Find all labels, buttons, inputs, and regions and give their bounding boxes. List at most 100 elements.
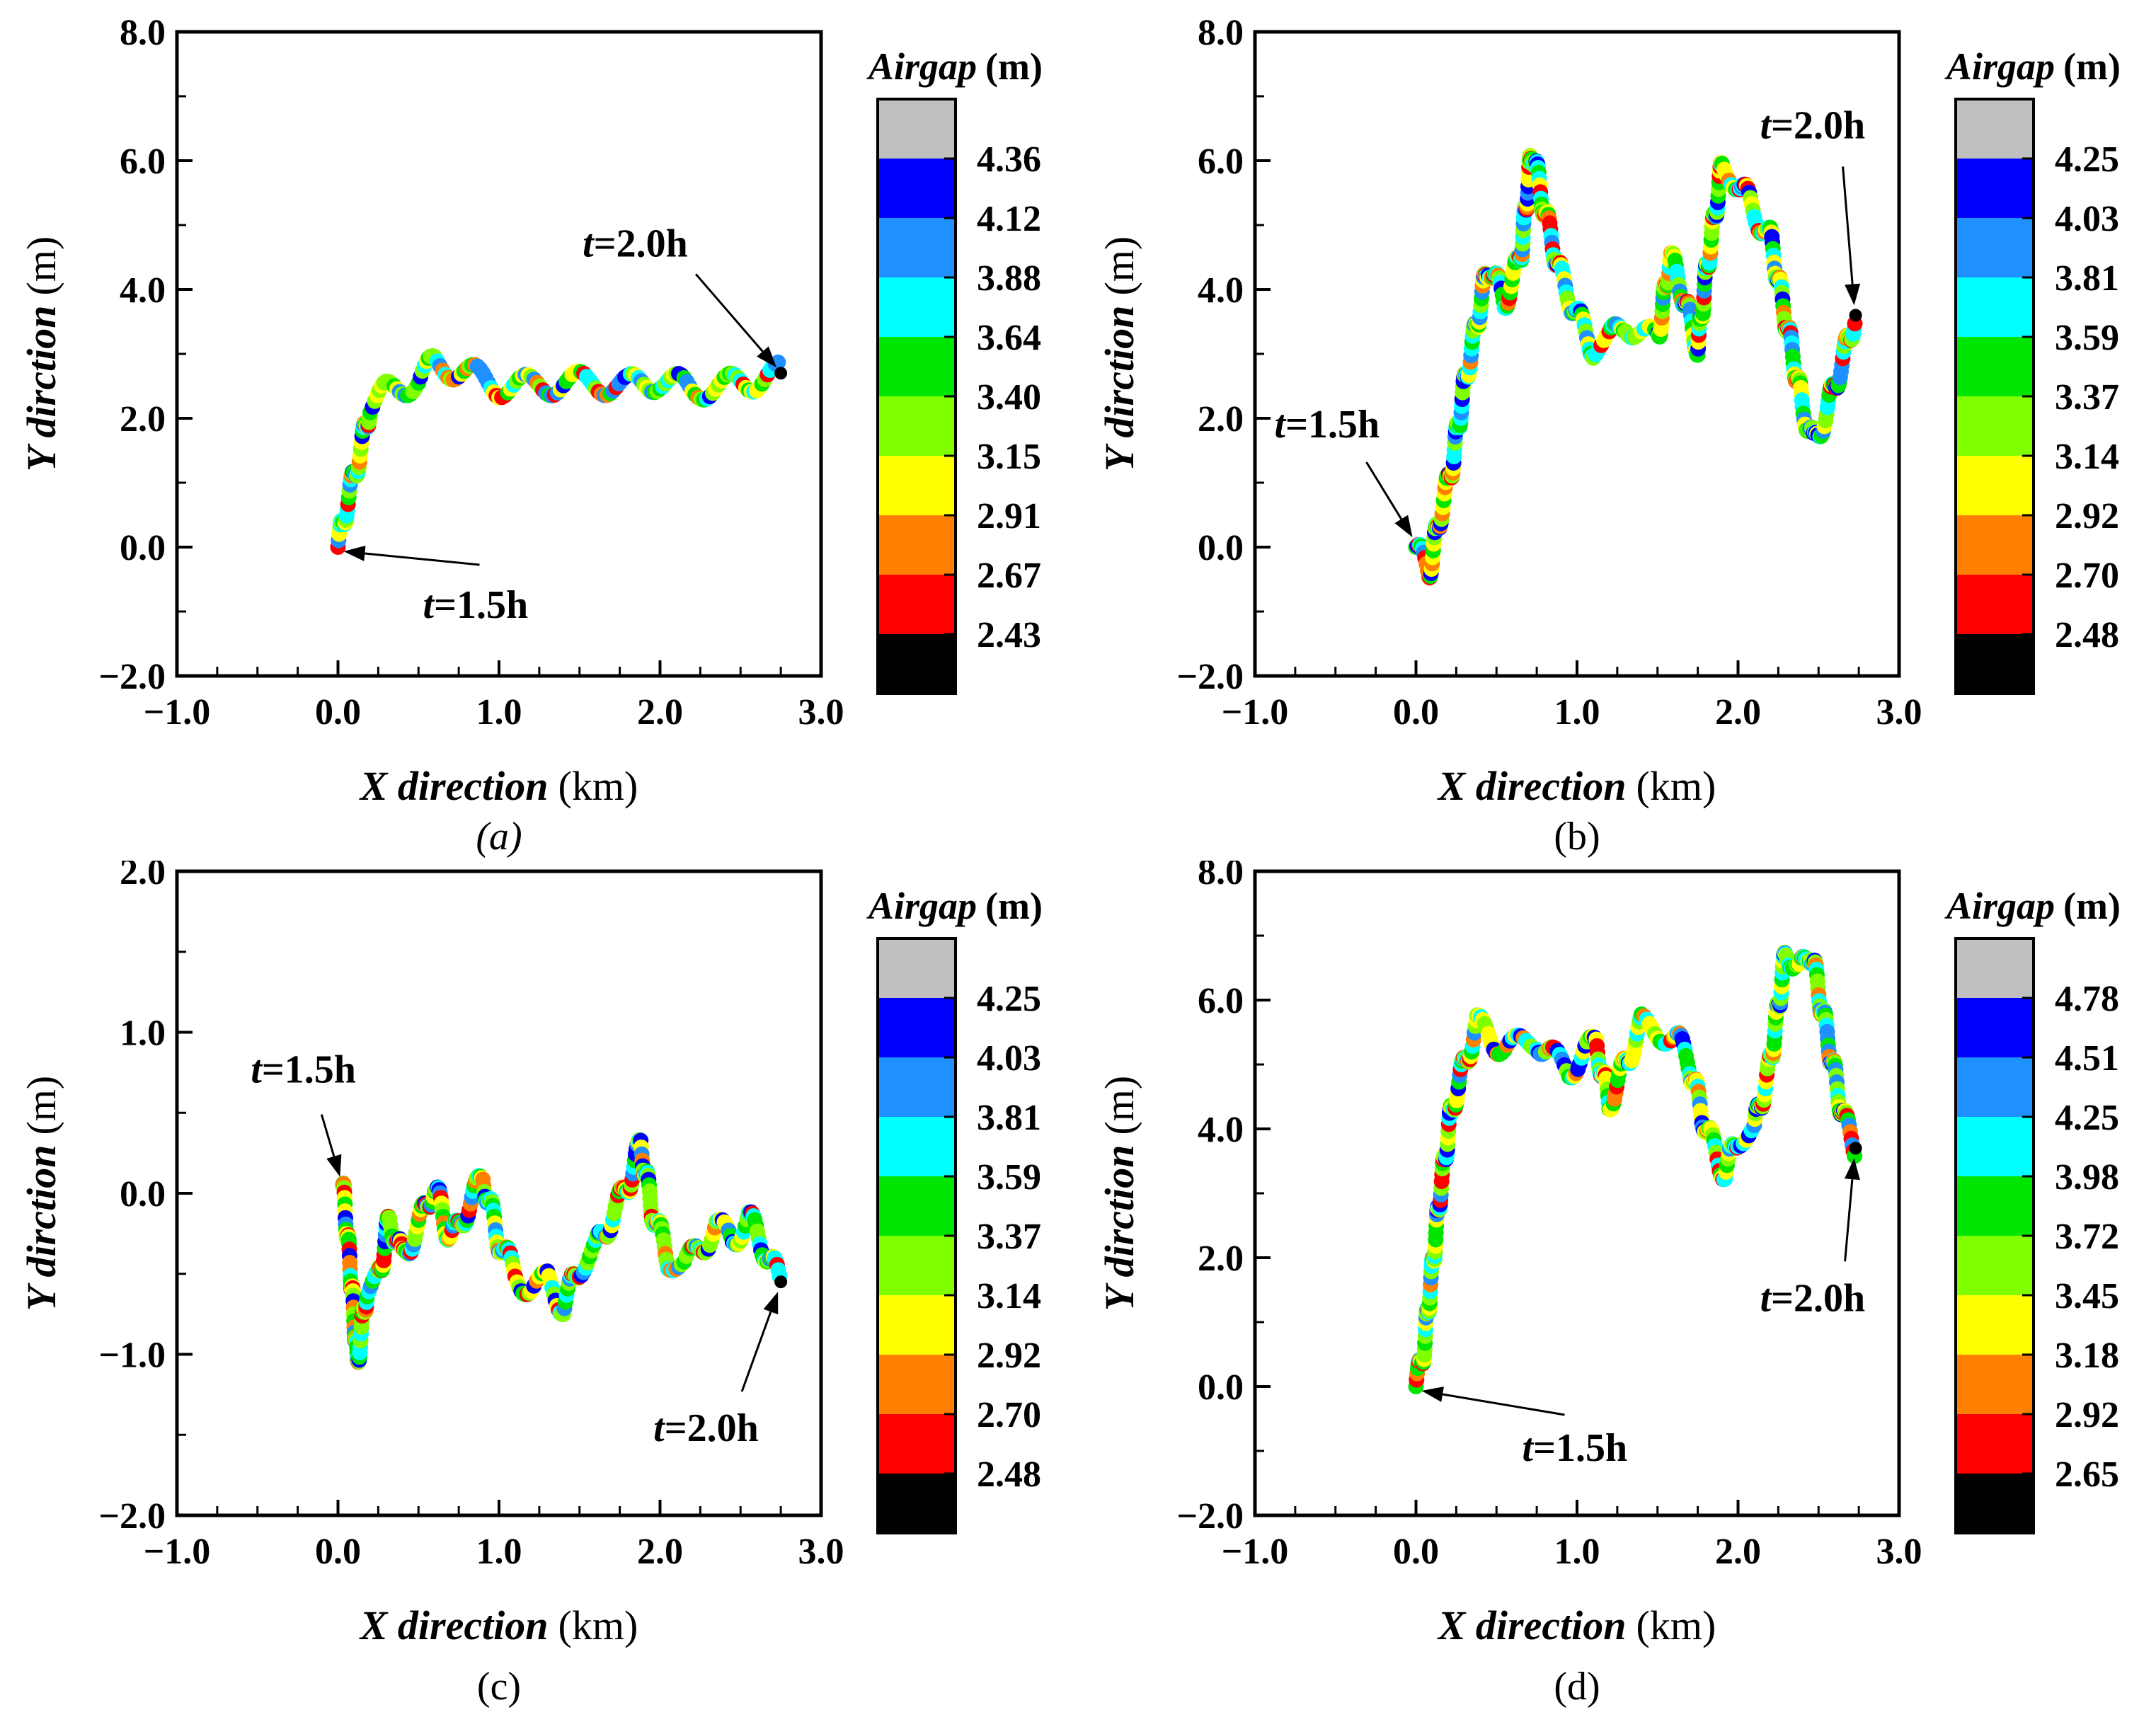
colorbar-tick-label: 3.59: [977, 1157, 1041, 1198]
plot-frame: [1253, 30, 1901, 678]
colorbar-segment: [878, 99, 956, 159]
y-tick-label: 6.0: [120, 142, 166, 182]
end-arrow-head: [763, 1292, 779, 1315]
colorbar-segment: [878, 1295, 956, 1355]
y-tick-label: 8.0: [1198, 13, 1244, 53]
colorbar-tick-label: 2.92: [2055, 496, 2119, 536]
colorbar-segment: [1956, 1117, 2034, 1176]
y-axis-title: Y dirction(m): [18, 236, 64, 471]
colorbar-segment: [1956, 515, 2034, 575]
colorbar-segment: [878, 1057, 956, 1117]
colorbar-tick-label: 4.25: [2055, 139, 2119, 180]
colorbar: 2.65 2.92 3.18 3.45 3.72 3.98 4.25 4.51 4.78 Airg…: [1944, 885, 2121, 1534]
end-point-marker: [1849, 1142, 1862, 1155]
colorbar-tick-label: 3.18: [2055, 1336, 2119, 1376]
end-time-label: t=2.0h: [653, 1406, 759, 1450]
y-tick-label: 2.0: [120, 399, 166, 440]
y-tick-label: 0.0: [1198, 528, 1244, 568]
x-tick-label: 0.0: [315, 1532, 361, 1572]
x-tick-label: 1.0: [1554, 1532, 1600, 1572]
start-arrow-line: [1442, 1393, 1565, 1416]
x-tick-label: −1.0: [1222, 1532, 1289, 1572]
colorbar-title: Airgap (m): [866, 45, 1043, 88]
end-arrow-line: [1842, 166, 1854, 285]
colorbar-segment: [878, 1176, 956, 1236]
colorbar-segment: [1956, 1295, 2034, 1355]
x-tick-label: −1.0: [144, 1532, 211, 1572]
x-axis-title: X direction (km): [359, 763, 638, 809]
y-tick-label: −2.0: [98, 657, 166, 697]
colorbar-segment: [878, 634, 956, 694]
x-tick-label: 1.0: [476, 1532, 522, 1572]
colorbar-tick-label: 3.15: [977, 437, 1041, 477]
colorbar-segment: [1956, 1414, 2034, 1474]
annotations: t=1.5h t=2.0h: [1421, 1158, 1865, 1470]
x-tick-label: 1.0: [1554, 692, 1600, 733]
end-arrow-line: [740, 1311, 772, 1392]
x-tick-label: 0.0: [315, 692, 361, 733]
x-axis-title: X direction (km): [1437, 1602, 1716, 1648]
scatter-points: [1408, 944, 1863, 1394]
end-arrow-line: [694, 273, 764, 352]
colorbar-tick-label: 3.59: [2055, 318, 2119, 358]
colorbar-segment: [878, 575, 956, 634]
colorbar-tick-label: 4.03: [2055, 199, 2119, 239]
colorbar-tick-label: 3.81: [977, 1098, 1041, 1138]
colorbar-segment: [878, 218, 956, 277]
colorbar-segment: [878, 337, 956, 396]
chart-panel-b: −1.0 0.0 1.0 2.0 3.0 −2.0 0.0 2.0 4.0 6.0 8.0 t=1…: [1078, 0, 2156, 861]
y-tick-label: 2.0: [1198, 1239, 1244, 1279]
colorbar-segment: [1956, 337, 2034, 396]
colorbar-segment: [1956, 939, 2034, 998]
colorbar-title: Airgap (m): [866, 885, 1043, 927]
plot-frame: [1253, 869, 1901, 1517]
colorbar-title: Airgap (m): [1944, 45, 2121, 88]
colorbar-tick-label: 4.12: [977, 199, 1041, 239]
y-tick-label: 8.0: [120, 13, 166, 53]
start-time-label: t=1.5h: [1523, 1426, 1628, 1470]
colorbar-tick-label: 4.36: [977, 139, 1041, 180]
colorbar-segment: [1956, 396, 2034, 456]
y-axis-title: Y dirction(m): [1096, 236, 1142, 471]
colorbar-tick-label: 2.70: [977, 1395, 1041, 1435]
colorbar-segment: [1956, 1057, 2034, 1117]
colorbar-segment: [1956, 1176, 2034, 1236]
plot-frame: [175, 869, 823, 1517]
colorbar-tick-label: 3.64: [977, 318, 1041, 358]
x-tick-label: 3.0: [798, 1532, 844, 1572]
annotations: t=1.5h t=2.0h: [251, 1048, 779, 1450]
colorbar-segment: [1956, 634, 2034, 694]
colorbar-tick-label: 4.78: [2055, 979, 2119, 1019]
colorbar-tick-label: 4.51: [2055, 1038, 2119, 1079]
x-tick-label: −1.0: [144, 692, 211, 733]
x-tick-label: 2.0: [1715, 1532, 1761, 1572]
colorbar-segment: [1956, 159, 2034, 218]
end-point-marker: [774, 1275, 788, 1289]
chart-svg-b: −1.0 0.0 1.0 2.0 3.0 −2.0 0.0 2.0 4.0 6.0 8.0 t=1…: [1096, 13, 2121, 859]
colorbar-tick-label: 3.88: [977, 258, 1041, 299]
colorbar-tick-label: 2.48: [2055, 615, 2119, 655]
start-time-label: t=1.5h: [251, 1048, 356, 1092]
colorbar-segment: [878, 1474, 956, 1533]
colorbar-segment: [878, 456, 956, 515]
start-arrow-line: [1365, 461, 1403, 520]
panel-caption: (d): [1554, 1665, 1600, 1709]
colorbar-segment: [1956, 218, 2034, 277]
y-tick-label: −1.0: [98, 1336, 166, 1376]
colorbar-tick-label: 2.48: [977, 1454, 1041, 1495]
start-arrow-line: [320, 1114, 336, 1157]
chart-panel-d: −1.0 0.0 1.0 2.0 3.0 −2.0 0.0 2.0 4.0 6.0 8.0 t=1…: [1078, 861, 2156, 1721]
y-tick-label: 0.0: [120, 1174, 166, 1215]
chart-svg-c: −1.0 0.0 1.0 2.0 3.0 −2.0−1.00.01.02.0 t=1.5…: [18, 861, 1043, 1709]
y-tick-label: −2.0: [98, 1496, 166, 1537]
colorbar-tick-label: 3.37: [977, 1217, 1041, 1257]
y-tick-label: 2.0: [120, 861, 166, 892]
x-axis-title: X direction (km): [1437, 763, 1716, 809]
colorbar-tick-label: 3.14: [977, 1276, 1041, 1316]
annotations: t=1.5h t=2.0h: [343, 222, 777, 627]
colorbar-segment: [1956, 1236, 2034, 1295]
colorbar-segment: [1956, 277, 2034, 337]
scatter-points: [1408, 148, 1863, 586]
colorbar-segment: [1956, 998, 2034, 1057]
start-arrow-head: [1394, 515, 1413, 537]
